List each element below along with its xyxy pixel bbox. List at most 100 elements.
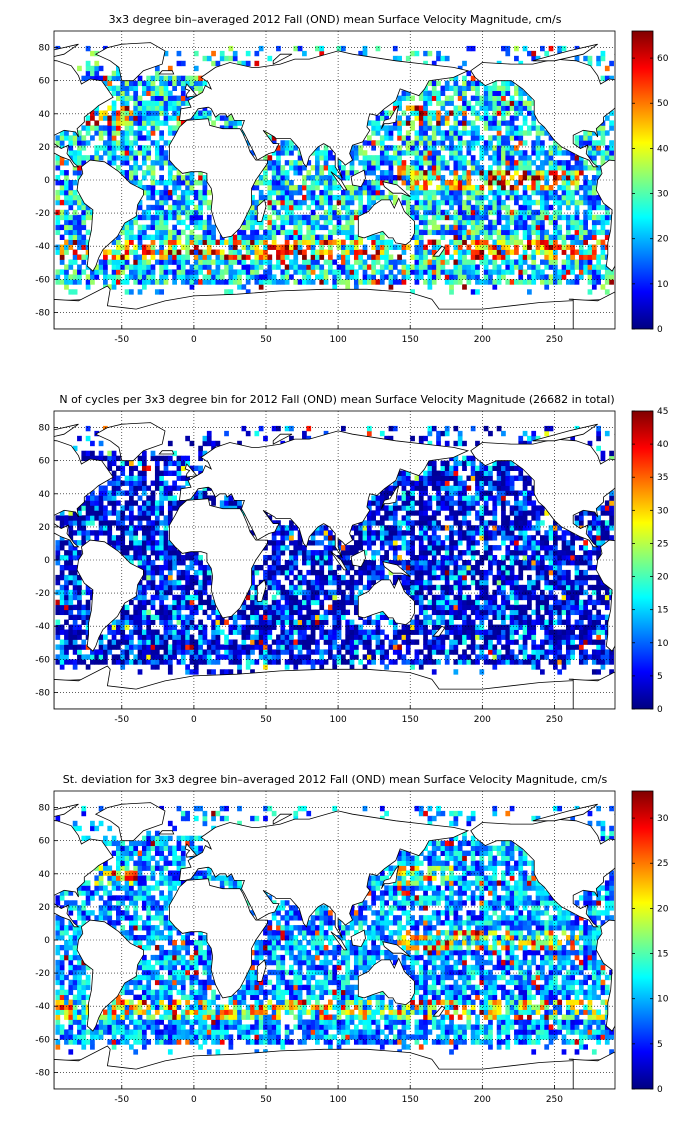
data-cell xyxy=(254,244,260,250)
data-cell xyxy=(111,110,117,116)
data-cell xyxy=(405,184,411,191)
data-cell xyxy=(284,239,290,245)
data-cell xyxy=(150,659,156,665)
data-cell xyxy=(107,115,113,121)
data-cell xyxy=(518,165,524,171)
data-cell xyxy=(228,669,234,675)
data-cell xyxy=(353,609,359,616)
data-cell xyxy=(587,184,593,191)
data-cell xyxy=(55,224,61,231)
data-cell xyxy=(401,269,407,275)
data-cell xyxy=(552,160,558,166)
data-cell xyxy=(293,244,299,250)
data-cell xyxy=(154,609,160,616)
data-cell xyxy=(375,239,381,245)
data-cell xyxy=(366,279,372,285)
data-cell xyxy=(72,269,78,275)
data-cell xyxy=(189,644,195,650)
data-cell xyxy=(163,604,169,611)
data-cell xyxy=(120,649,126,655)
data-cell xyxy=(565,654,571,660)
data-cell xyxy=(565,609,571,616)
data-cell xyxy=(427,614,433,620)
data-cell xyxy=(591,269,597,275)
data-cell xyxy=(518,85,524,91)
data-cell xyxy=(120,85,126,91)
data-cell xyxy=(578,239,584,245)
data-cell xyxy=(146,85,152,91)
data-cell xyxy=(479,214,485,221)
data-cell xyxy=(193,649,199,655)
data-cell xyxy=(457,150,463,156)
data-cell xyxy=(81,75,87,82)
data-cell xyxy=(137,269,143,275)
data-cell xyxy=(68,140,74,146)
data-cell xyxy=(111,70,117,77)
data-cell xyxy=(176,604,182,611)
data-cell xyxy=(427,160,433,166)
data-cell xyxy=(271,189,277,196)
data-cell xyxy=(462,649,467,655)
data-cell xyxy=(514,624,519,630)
data-cell xyxy=(552,259,558,265)
data-cell xyxy=(362,140,368,146)
data-cell xyxy=(180,204,186,211)
data-cell xyxy=(353,584,359,591)
data-cell xyxy=(59,189,65,196)
data-cell xyxy=(103,254,108,260)
data-cell xyxy=(215,254,221,260)
data-cell xyxy=(462,634,467,640)
data-cell xyxy=(574,609,580,616)
data-cell xyxy=(267,184,273,191)
data-cell xyxy=(280,619,286,625)
data-cell xyxy=(401,279,407,285)
data-cell xyxy=(232,125,238,131)
data-cell xyxy=(141,214,147,221)
data-cell xyxy=(111,120,117,126)
data-cell xyxy=(284,604,290,611)
data-cell xyxy=(258,274,264,280)
data-cell xyxy=(453,189,459,196)
data-cell xyxy=(254,624,260,630)
data-cell xyxy=(172,584,177,591)
data-cell xyxy=(98,75,104,82)
data-cell xyxy=(176,80,182,87)
data-cell xyxy=(128,614,134,620)
data-cell xyxy=(180,594,186,601)
data-cell xyxy=(540,204,545,211)
data-cell xyxy=(302,249,307,255)
data-cell xyxy=(159,110,165,116)
data-cell xyxy=(280,254,286,260)
data-cell xyxy=(401,135,407,141)
data-cell xyxy=(522,214,528,221)
data-cell xyxy=(509,654,515,660)
data-cell xyxy=(263,649,268,655)
data-cell xyxy=(336,609,342,616)
data-cell xyxy=(81,269,87,275)
data-cell xyxy=(479,229,485,236)
data-cell xyxy=(505,654,511,660)
data-cell xyxy=(120,135,126,141)
data-cell xyxy=(492,629,498,635)
data-cell xyxy=(111,125,117,131)
data-cell xyxy=(107,274,113,280)
data-cell xyxy=(583,180,588,186)
data-cell xyxy=(141,619,147,625)
data-cell xyxy=(548,189,554,196)
data-cell xyxy=(527,659,532,665)
data-cell xyxy=(189,619,195,625)
data-cell xyxy=(237,669,242,675)
data-cell xyxy=(388,279,394,285)
data-cell xyxy=(55,180,61,186)
data-cell xyxy=(557,175,563,181)
data-cell xyxy=(245,289,251,295)
data-cell xyxy=(289,569,294,576)
data-cell xyxy=(323,224,329,231)
data-cell xyxy=(202,115,208,121)
data-cell xyxy=(379,234,385,240)
data-cell xyxy=(427,110,433,116)
data-cell xyxy=(159,75,165,82)
data-cell xyxy=(522,254,528,260)
data-cell xyxy=(401,120,407,126)
data-cell xyxy=(293,589,299,596)
